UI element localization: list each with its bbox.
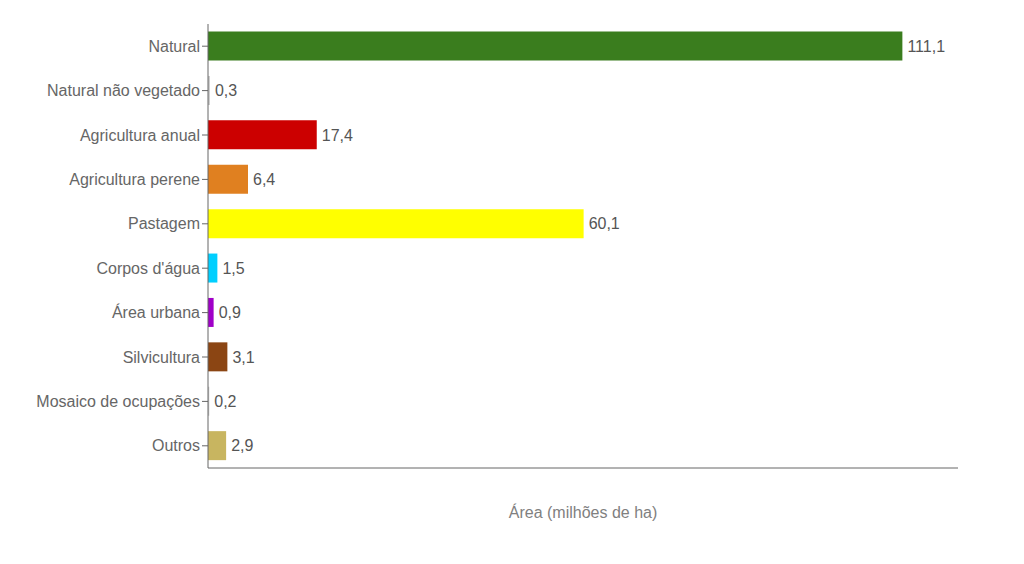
svg-text:Corpos d'água: Corpos d'água — [96, 260, 200, 277]
svg-text:0,3: 0,3 — [215, 82, 237, 99]
svg-text:Outros: Outros — [152, 437, 200, 454]
svg-text:2,9: 2,9 — [231, 437, 253, 454]
svg-text:0,2: 0,2 — [214, 393, 236, 410]
svg-text:Agricultura anual: Agricultura anual — [80, 127, 200, 144]
svg-text:0,9: 0,9 — [219, 304, 241, 321]
svg-text:Pastagem: Pastagem — [128, 215, 200, 232]
svg-text:Silvicultura: Silvicultura — [123, 349, 200, 366]
svg-text:Natural não vegetado: Natural não vegetado — [47, 82, 200, 99]
svg-text:111,1: 111,1 — [907, 38, 945, 55]
svg-text:Área urbana: Área urbana — [112, 303, 200, 321]
svg-text:Natural: Natural — [148, 38, 200, 55]
svg-text:Área (milhões de ha): Área (milhões de ha) — [509, 503, 658, 521]
svg-text:3,1: 3,1 — [232, 349, 254, 366]
svg-text:Agricultura perene: Agricultura perene — [69, 171, 200, 188]
svg-text:1,5: 1,5 — [222, 260, 244, 277]
svg-text:60,1: 60,1 — [589, 215, 620, 232]
svg-text:6,4: 6,4 — [253, 171, 275, 188]
svg-text:Mosaico de ocupações: Mosaico de ocupações — [36, 393, 200, 410]
svg-text:17,4: 17,4 — [322, 127, 353, 144]
